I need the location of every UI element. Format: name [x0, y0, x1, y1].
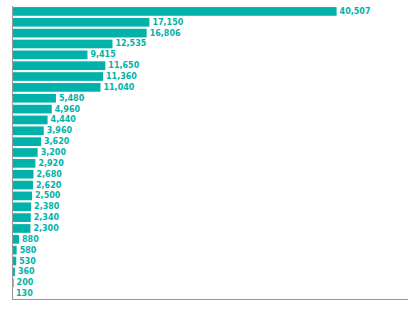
bars — [12, 7, 337, 298]
data-label: 4,440 — [51, 115, 77, 124]
bar — [12, 159, 35, 168]
data-label: 9,415 — [90, 50, 116, 59]
bar — [12, 170, 33, 179]
data-label: 360 — [18, 267, 35, 276]
data-label: 5,480 — [59, 94, 85, 103]
bar — [12, 116, 48, 125]
data-label: 2,340 — [34, 213, 60, 222]
bar — [12, 235, 19, 244]
bar — [12, 83, 100, 92]
bar — [12, 105, 52, 114]
data-label: 200 — [17, 278, 34, 287]
bar — [12, 224, 30, 233]
data-label: 16,806 — [150, 29, 181, 38]
data-label: 2,680 — [36, 170, 62, 179]
data-label: 40,507 — [340, 7, 371, 16]
chart: 40,507 17,150 16,806 12,535 9,415 11,650 11,36… — [0, 0, 420, 309]
bar — [12, 181, 33, 190]
bar — [12, 94, 56, 103]
bar — [12, 72, 103, 81]
bar — [12, 50, 87, 59]
data-label: 11,040 — [103, 83, 134, 92]
data-label: 2,620 — [36, 181, 62, 190]
data-label: 2,380 — [34, 202, 60, 211]
x-axis-line — [12, 299, 408, 300]
bar — [12, 7, 337, 16]
bar — [12, 18, 149, 27]
data-label: 580 — [20, 246, 37, 255]
data-label: 530 — [19, 257, 36, 266]
data-label: 3,960 — [47, 126, 73, 135]
bar — [12, 40, 112, 49]
data-label: 2,920 — [38, 159, 64, 168]
data-label: 880 — [22, 235, 39, 244]
y-axis-line — [12, 6, 13, 299]
data-label: 4,960 — [55, 105, 81, 114]
data-label: 2,300 — [33, 224, 59, 233]
data-label: 3,620 — [44, 137, 70, 146]
data-label: 11,360 — [106, 72, 137, 81]
bar — [12, 192, 32, 201]
bar — [12, 213, 31, 222]
bar — [12, 29, 147, 38]
data-label: 2,500 — [35, 191, 61, 200]
data-label: 12,535 — [115, 39, 146, 48]
data-label: 17,150 — [152, 18, 183, 27]
bar — [12, 137, 41, 146]
bar — [12, 126, 44, 135]
bar — [12, 202, 31, 211]
bar — [12, 61, 105, 70]
bar — [12, 148, 38, 157]
data-label: 11,650 — [108, 61, 139, 70]
data-label: 130 — [16, 289, 33, 298]
data-label: 3,200 — [41, 148, 67, 157]
